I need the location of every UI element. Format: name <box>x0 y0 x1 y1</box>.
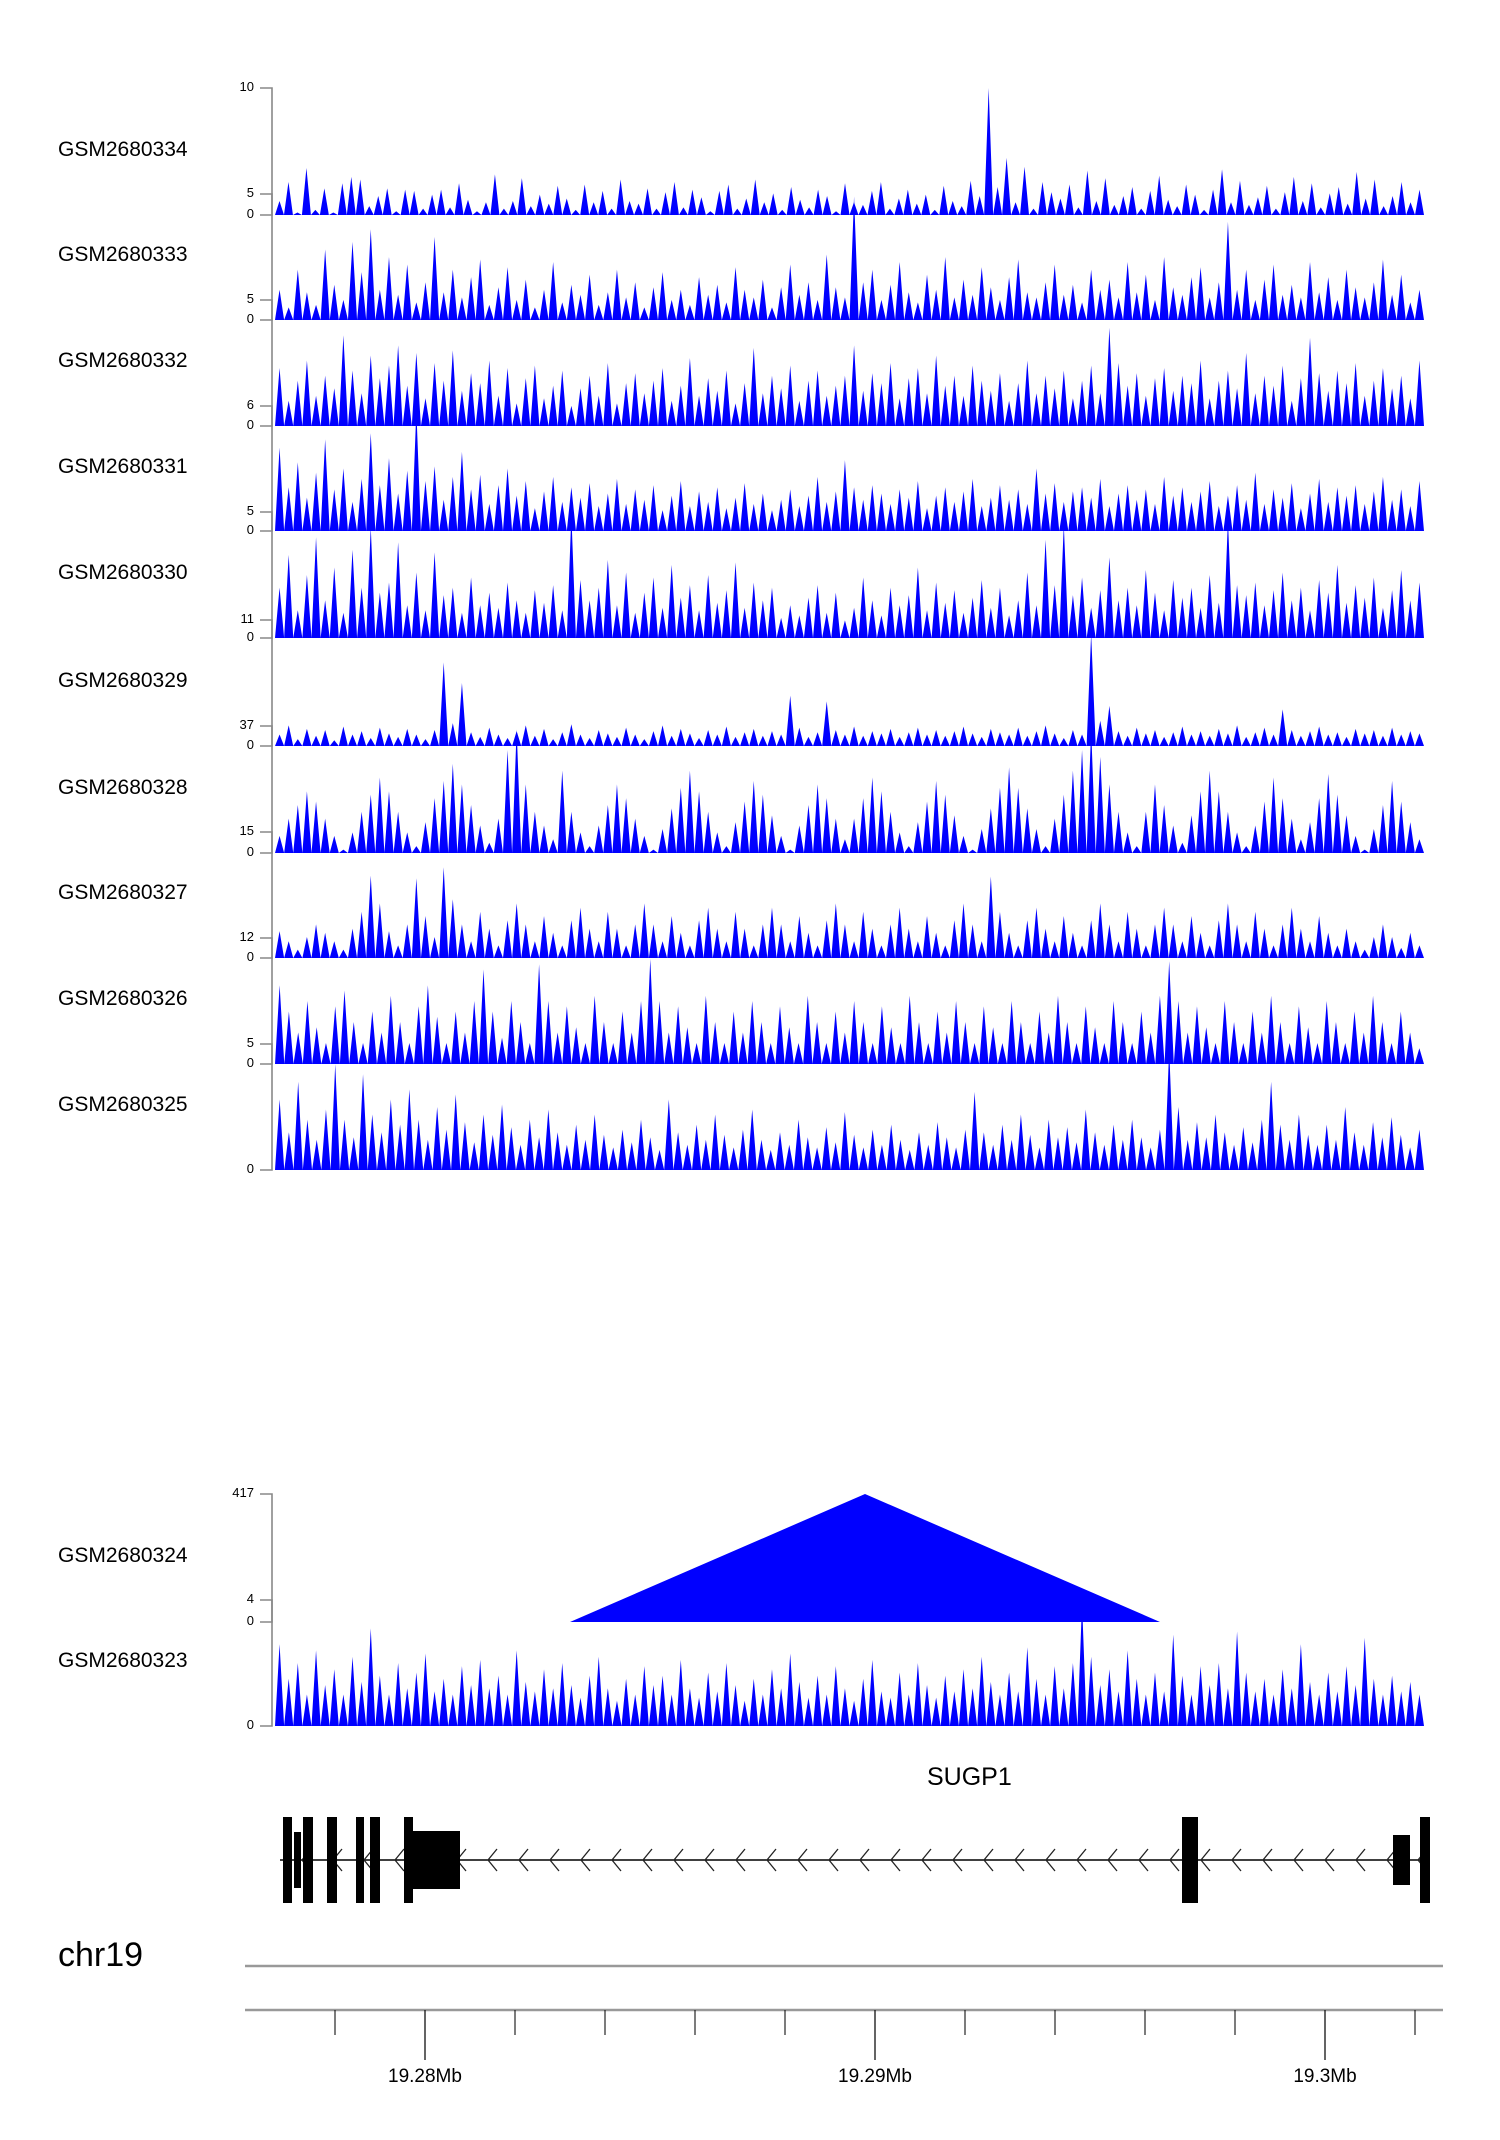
axis-min-GSM2680327: 0 <box>246 949 254 964</box>
track-label-GSM2680329: GSM2680329 <box>58 669 188 692</box>
track-data-GSM2680324 <box>275 1494 1424 1622</box>
track-axis-GSM2680334 <box>260 87 273 216</box>
track-label-GSM2680323: GSM2680323 <box>58 1649 188 1672</box>
track-data-GSM2680328 <box>275 729 1424 853</box>
axis-min-GSM2680330: 0 <box>246 629 254 644</box>
exon-10 <box>1393 1835 1410 1885</box>
exon-4 <box>327 1817 337 1903</box>
track-label-GSM2680330: GSM2680330 <box>58 561 188 584</box>
track-data-GSM2680331 <box>275 410 1424 531</box>
exon-3 <box>303 1817 313 1903</box>
ruler-tick-19.28Mb: 19.28Mb <box>388 2066 462 2087</box>
exon-11 <box>1420 1817 1430 1903</box>
axis-max-GSM2680330: 5 <box>246 503 254 518</box>
gene-structure-svg <box>280 1817 1430 1903</box>
track-axis-GSM2680324 <box>260 1493 273 1623</box>
track-data-GSM2680333 <box>275 196 1424 320</box>
exon-1 <box>283 1817 292 1903</box>
track-label-GSM2680326: GSM2680326 <box>58 987 188 1010</box>
axis-min-GSM2680332: 0 <box>246 417 254 432</box>
axis-min-GSM2680326: 0 <box>246 1055 254 1070</box>
exon-5 <box>356 1817 364 1903</box>
track-axis-GSM2680332 <box>260 299 273 427</box>
track-label-GSM2680327: GSM2680327 <box>58 881 188 904</box>
axis-max-GSM2680331: 6 <box>246 397 254 412</box>
track-axis-GSM2680326 <box>260 937 273 1065</box>
track-axis-GSM2680323 <box>260 1599 273 1727</box>
track-label-GSM2680333: GSM2680333 <box>58 243 188 266</box>
axis-max-GSM2680333: 5 <box>246 185 254 200</box>
track-label-GSM2680325: GSM2680325 <box>58 1093 188 1116</box>
track-data-GSM2680329 <box>275 633 1424 746</box>
axis-max-GSM2680323: 4 <box>246 1591 254 1606</box>
ruler-svg <box>245 1964 1443 2060</box>
track-data-GSM2680330 <box>275 514 1424 638</box>
axis-max-GSM2680328: 37 <box>239 717 254 732</box>
track-data-GSM2680325 <box>275 1049 1424 1170</box>
axis-max-GSM2680327: 15 <box>239 823 254 838</box>
axis-min-GSM2680331: 0 <box>246 522 254 537</box>
track-axis-GSM2680328 <box>260 725 273 854</box>
exon-6 <box>370 1817 380 1903</box>
axis-max-GSM2680326: 12 <box>239 929 254 944</box>
track-label-GSM2680334: GSM2680334 <box>58 137 188 161</box>
track-data-GSM2680332 <box>275 327 1424 426</box>
axis-min-GSM2680333: 0 <box>246 311 254 326</box>
track-label-GSM2680332: GSM2680332 <box>58 349 188 372</box>
track-axis-GSM2680327 <box>260 831 273 959</box>
axis-min-GSM2680324: 0 <box>246 1613 254 1628</box>
track-label-GSM2680324: GSM2680324 <box>58 1544 188 1567</box>
ruler-tick-19.3Mb: 19.3Mb <box>1293 2066 1357 2087</box>
ruler-tick-19.29Mb: 19.29Mb <box>838 2066 912 2087</box>
axis-max-GSM2680325: 5 <box>246 1035 254 1050</box>
axis-max-GSM2680332: 5 <box>246 291 254 306</box>
axis-max-GSM2680324: 417 <box>232 1485 254 1500</box>
axis-max-GSM2680334: 10 <box>239 79 254 94</box>
track-axis-GSM2680329 <box>260 619 273 747</box>
exon-8 <box>412 1831 460 1889</box>
gene-name-label: SUGP1 <box>927 1763 1012 1791</box>
axis-min-GSM2680323: 0 <box>246 1717 254 1732</box>
track-data-GSM2680327 <box>275 867 1424 958</box>
track-axis-GSM2680331 <box>260 405 273 532</box>
axis-min-GSM2680328: 0 <box>246 844 254 859</box>
exon-9 <box>1182 1817 1198 1903</box>
axis-min-GSM2680325: 0 <box>246 1161 254 1176</box>
exon-7 <box>404 1817 413 1903</box>
axis-min-GSM2680334: 0 <box>246 206 254 221</box>
axis-max-GSM2680329: 11 <box>240 611 255 626</box>
chromosome-label: chr19 <box>58 1936 144 1974</box>
track-data-GSM2680334 <box>275 88 1424 215</box>
track-axis-GSM2680325 <box>260 1043 273 1171</box>
track-axis-GSM2680330 <box>260 511 273 639</box>
axis-min-GSM2680329: 0 <box>246 737 254 752</box>
track-data-GSM2680326 <box>275 959 1424 1064</box>
exon-2 <box>294 1832 301 1888</box>
track-label-GSM2680331: GSM2680331 <box>58 454 188 478</box>
track-axis-GSM2680333 <box>260 193 273 321</box>
track-data-GSM2680323 <box>275 1603 1424 1726</box>
track-label-GSM2680328: GSM2680328 <box>58 775 188 799</box>
